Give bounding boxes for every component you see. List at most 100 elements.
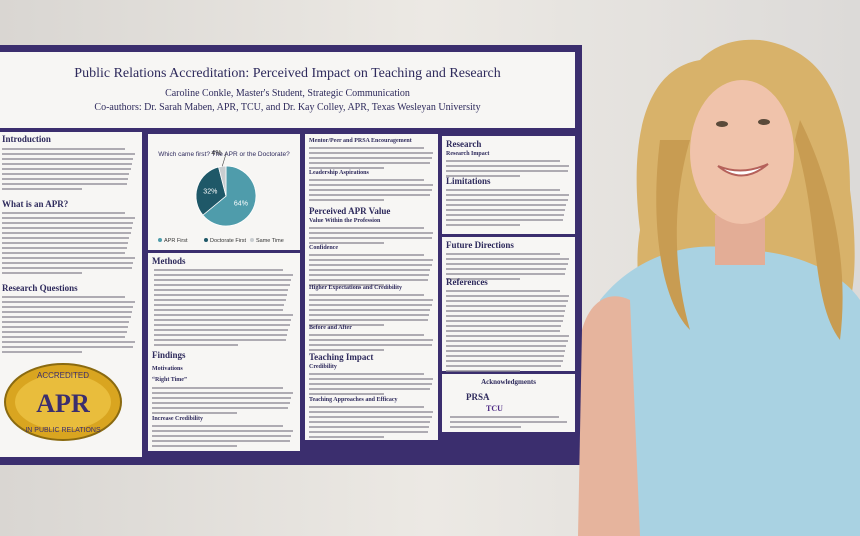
text-line bbox=[2, 158, 134, 160]
text-line bbox=[2, 257, 135, 259]
text-line bbox=[446, 320, 563, 322]
text-line bbox=[446, 263, 568, 265]
text-line bbox=[154, 289, 289, 291]
text-line bbox=[152, 402, 290, 404]
text-line bbox=[2, 252, 126, 254]
logo-text: IN PUBLIC RELATIONS bbox=[25, 427, 101, 434]
logo: PRSA bbox=[466, 392, 490, 402]
column bbox=[442, 136, 575, 234]
body-text bbox=[309, 227, 434, 247]
slice-label: 64% bbox=[234, 201, 248, 208]
body-text bbox=[309, 147, 434, 172]
column bbox=[148, 253, 300, 451]
text-line bbox=[309, 189, 432, 191]
text-line bbox=[309, 147, 424, 149]
text-line bbox=[2, 316, 131, 318]
text-line bbox=[446, 278, 521, 280]
text-line bbox=[154, 284, 290, 286]
text-line bbox=[152, 430, 293, 432]
text-line bbox=[2, 168, 131, 170]
heading: Teaching Impact bbox=[309, 352, 374, 362]
body-text bbox=[446, 253, 570, 283]
text-line bbox=[154, 314, 293, 316]
pie-slice bbox=[202, 165, 257, 227]
subheading: Leadership Aspirations bbox=[309, 170, 369, 176]
text-line bbox=[2, 326, 128, 328]
text-line bbox=[2, 183, 127, 185]
smile bbox=[717, 163, 769, 177]
body-text bbox=[309, 254, 434, 289]
text-line bbox=[309, 179, 424, 181]
pie-slice bbox=[195, 166, 227, 216]
title-band bbox=[0, 52, 575, 128]
text-line bbox=[446, 170, 568, 172]
text-line bbox=[2, 242, 128, 244]
text-line bbox=[309, 411, 433, 413]
body-text bbox=[2, 212, 136, 277]
text-line bbox=[309, 388, 431, 390]
text-line bbox=[152, 387, 283, 389]
text-line bbox=[154, 344, 238, 346]
text-line bbox=[446, 370, 521, 372]
text-line bbox=[309, 373, 424, 375]
text-line bbox=[154, 329, 289, 331]
logo-mark: APR bbox=[36, 389, 90, 418]
eye bbox=[758, 119, 770, 125]
text-line bbox=[309, 167, 384, 169]
slice-label: 4% bbox=[211, 150, 221, 157]
heading: What is an APR? bbox=[2, 199, 69, 209]
heading: Acknowledgments bbox=[481, 378, 536, 386]
text-line bbox=[450, 421, 567, 423]
text-line bbox=[152, 397, 292, 399]
text-line bbox=[309, 264, 432, 266]
text-line bbox=[309, 284, 384, 286]
text-line bbox=[154, 304, 285, 306]
pie-chart: Which came first? The APR or the Doctora… bbox=[158, 150, 290, 244]
text-line bbox=[446, 355, 564, 357]
body-text bbox=[309, 294, 434, 329]
text-line bbox=[309, 227, 424, 229]
text-line bbox=[309, 242, 384, 244]
person bbox=[578, 39, 860, 536]
heading: Introduction bbox=[2, 134, 51, 144]
body-text bbox=[309, 334, 434, 354]
body-text bbox=[2, 296, 136, 356]
text-line bbox=[446, 325, 562, 327]
text-line bbox=[446, 214, 564, 216]
text-line bbox=[2, 148, 126, 150]
text-line bbox=[446, 224, 521, 226]
text-line bbox=[154, 339, 286, 341]
text-line bbox=[2, 178, 128, 180]
text-line bbox=[446, 175, 521, 177]
text-line bbox=[446, 300, 568, 302]
shirt bbox=[600, 246, 860, 536]
text-line bbox=[309, 309, 431, 311]
heading: Perceived APR Value bbox=[309, 206, 391, 216]
body-text bbox=[450, 416, 568, 431]
text-line bbox=[309, 194, 431, 196]
text-line bbox=[446, 194, 569, 196]
text-line bbox=[152, 392, 293, 394]
heading: Research Questions bbox=[2, 283, 78, 293]
text-line bbox=[309, 294, 424, 296]
text-line bbox=[152, 425, 283, 427]
text-line bbox=[309, 184, 433, 186]
text-line bbox=[446, 350, 566, 352]
body-text bbox=[309, 406, 434, 441]
text-line bbox=[309, 334, 424, 336]
text-line bbox=[152, 440, 290, 442]
text-line bbox=[154, 324, 290, 326]
text-line bbox=[446, 305, 567, 307]
text-line bbox=[446, 160, 561, 162]
text-line bbox=[152, 435, 292, 437]
text-line bbox=[154, 269, 283, 271]
text-line bbox=[309, 152, 433, 154]
text-line bbox=[309, 339, 433, 341]
subheading: Credibility bbox=[309, 364, 337, 370]
text-line bbox=[2, 222, 134, 224]
eye bbox=[716, 121, 728, 127]
subheading: Teaching Approaches and Efficacy bbox=[309, 397, 398, 403]
body-text bbox=[446, 290, 570, 375]
